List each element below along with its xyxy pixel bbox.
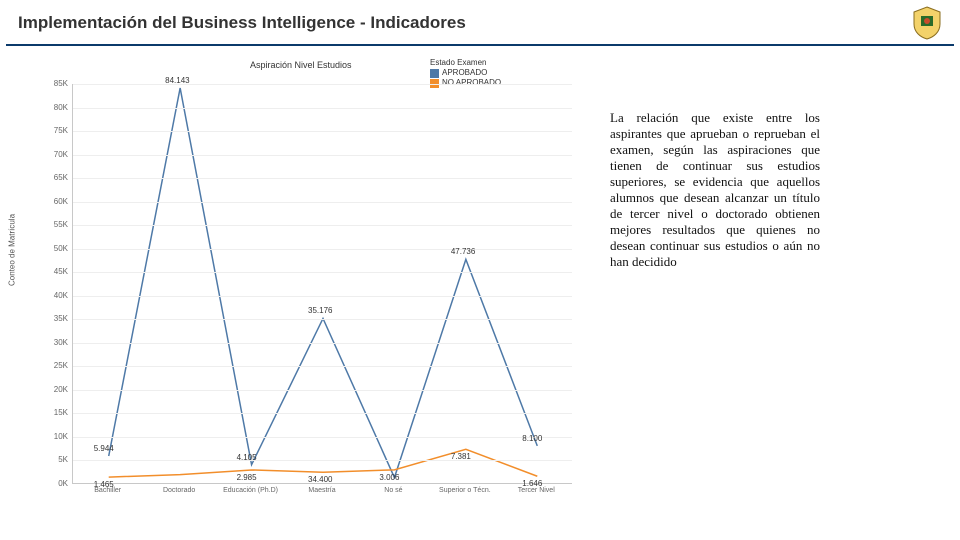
y-tick: 60K xyxy=(38,197,68,206)
legend-title: Estado Examen xyxy=(430,58,501,67)
data-label: 47.736 xyxy=(451,247,475,256)
header: Implementación del Business Intelligence… xyxy=(0,0,960,44)
data-label: 8.100 xyxy=(522,434,542,443)
plot-svg xyxy=(73,84,573,484)
chart-title: Aspiración Nivel Estudios xyxy=(250,60,352,70)
y-tick: 0K xyxy=(38,479,68,488)
data-label: 1.465 xyxy=(94,480,114,489)
x-tick: Doctorado xyxy=(149,487,209,495)
y-tick: 40K xyxy=(38,291,68,300)
y-tick: 80K xyxy=(38,103,68,112)
description-column: La relación que existe entre los aspiran… xyxy=(600,56,820,534)
data-label: 35.176 xyxy=(308,306,332,315)
data-label: 4.105 xyxy=(237,453,257,462)
x-tick: No sé xyxy=(363,487,423,495)
crest-logo xyxy=(912,6,942,40)
y-tick: 85K xyxy=(38,79,68,88)
legend-item-aprobado: APROBADO xyxy=(430,68,501,78)
chart-region: Aspiración Nivel Estudios Estado Examen … xyxy=(10,56,600,516)
content-row: Aspiración Nivel Estudios Estado Examen … xyxy=(0,46,960,534)
data-label: 1.646 xyxy=(522,479,542,488)
data-label: 3.006 xyxy=(379,473,399,482)
legend-swatch-aprobado xyxy=(430,69,439,78)
y-tick: 50K xyxy=(38,244,68,253)
data-label: 84.143 xyxy=(165,76,189,85)
y-tick: 70K xyxy=(38,150,68,159)
page-title: Implementación del Business Intelligence… xyxy=(18,13,466,33)
y-tick: 35K xyxy=(38,314,68,323)
y-tick: 45K xyxy=(38,267,68,276)
x-tick: Educación (Ph.D) xyxy=(221,487,281,495)
y-tick: 65K xyxy=(38,173,68,182)
y-axis-label: Conteo de Matrícula xyxy=(8,214,17,286)
x-tick: Maestría xyxy=(292,487,352,495)
plot-area xyxy=(72,84,572,484)
y-tick: 10K xyxy=(38,432,68,441)
data-label: 7.381 xyxy=(451,452,471,461)
y-tick: 75K xyxy=(38,126,68,135)
legend-label: APROBADO xyxy=(442,68,487,78)
data-label: 2.985 xyxy=(237,473,257,482)
description-paragraph: La relación que existe entre los aspiran… xyxy=(610,110,820,270)
y-tick: 30K xyxy=(38,338,68,347)
x-tick: Superior o Técn. xyxy=(435,487,495,495)
y-tick: 55K xyxy=(38,220,68,229)
data-label: 5.944 xyxy=(94,444,114,453)
y-tick: 20K xyxy=(38,385,68,394)
y-tick: 5K xyxy=(38,455,68,464)
y-tick: 15K xyxy=(38,408,68,417)
y-tick: 25K xyxy=(38,361,68,370)
data-label: 34.400 xyxy=(308,475,332,484)
